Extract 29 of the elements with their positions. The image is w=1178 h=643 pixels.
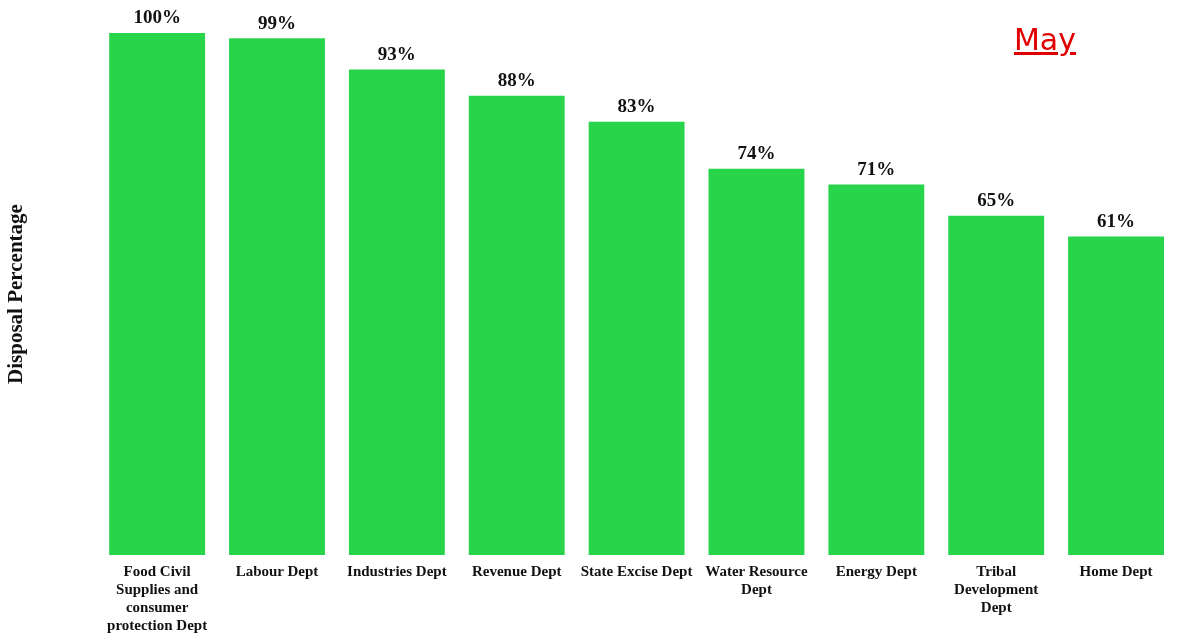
x-tick-label: Water Resource Dept — [705, 562, 808, 597]
bar — [588, 121, 685, 555]
x-tick-label: Tribal Development Dept — [954, 562, 1039, 615]
bar — [229, 38, 325, 555]
data-label: 71% — [857, 157, 896, 179]
x-tick-label: Energy Dept — [835, 562, 917, 579]
data-label: 93% — [377, 42, 416, 64]
x-tick-label: Industries Dept — [347, 562, 447, 579]
data-label: 61% — [1097, 209, 1136, 231]
bar — [1068, 236, 1165, 555]
chart-title: May — [1013, 22, 1076, 57]
x-tick-label: Home Dept — [1079, 562, 1153, 579]
bar — [828, 184, 925, 555]
bar — [109, 33, 206, 555]
data-label: 83% — [617, 95, 656, 117]
x-tick-label: Revenue Dept — [471, 562, 562, 579]
x-tick-label: Labour Dept — [235, 562, 319, 579]
x-tick-label: Food Civil Supplies and consumer protection Dept — [107, 562, 208, 633]
data-label: 65% — [977, 189, 1016, 211]
bar — [468, 95, 565, 555]
y-axis-title: Disposal Percentage — [3, 204, 28, 384]
bar — [708, 168, 805, 555]
data-label: 99% — [258, 11, 296, 33]
bar — [348, 69, 445, 555]
data-label: 74% — [737, 142, 776, 164]
x-tick-label: State Excise Dept — [580, 562, 693, 579]
data-label: 88% — [497, 69, 536, 91]
bar — [948, 215, 1045, 555]
data-label: 100% — [133, 6, 181, 28]
